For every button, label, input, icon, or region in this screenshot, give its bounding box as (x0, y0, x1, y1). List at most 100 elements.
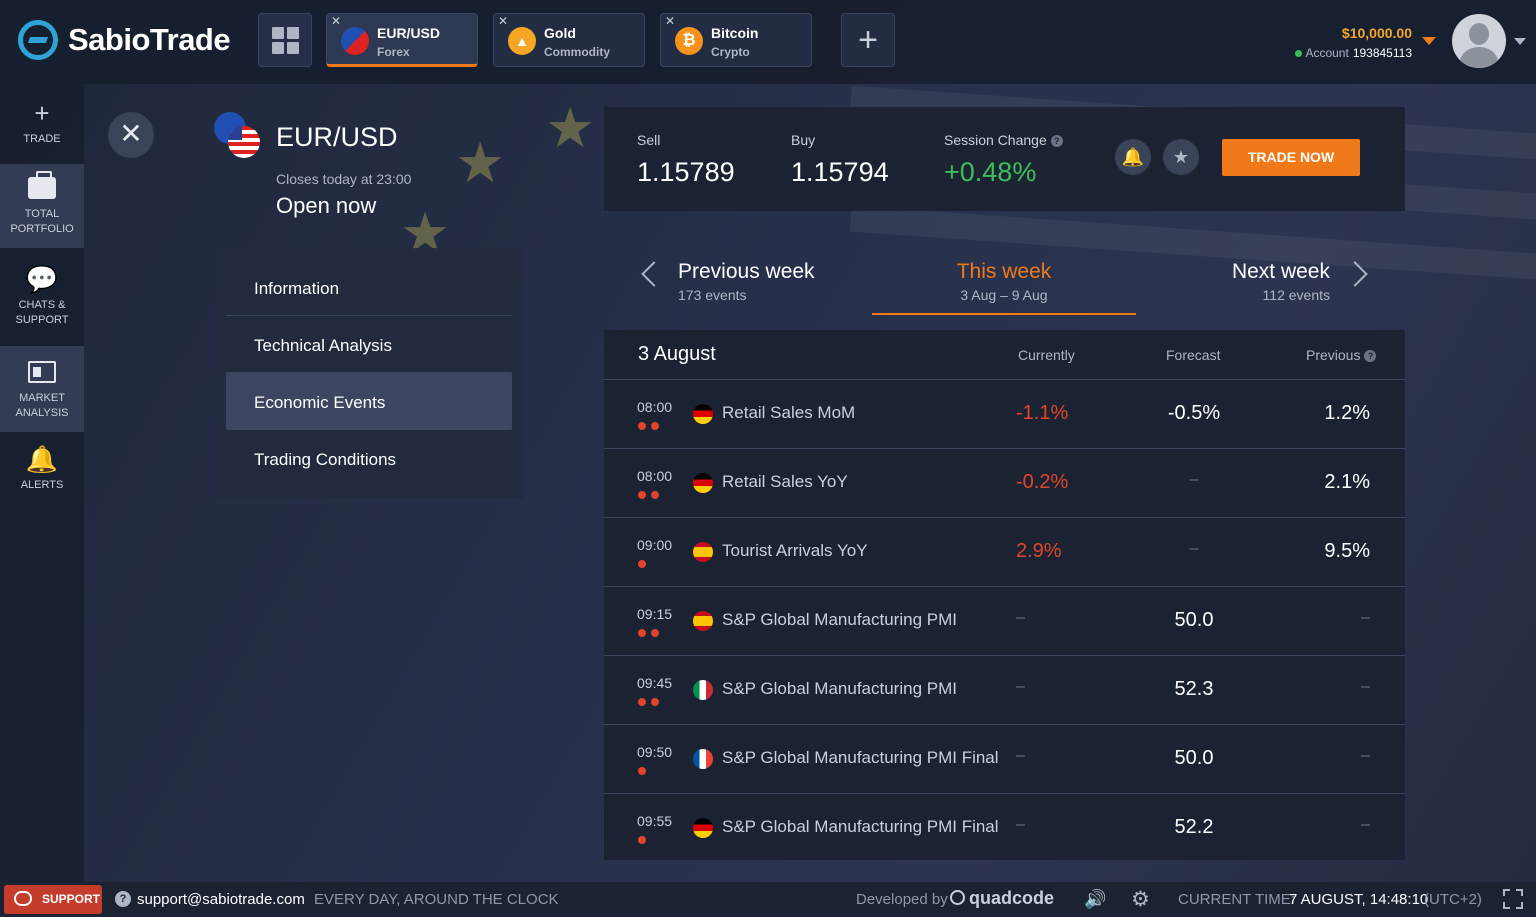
event-time: 08:00 (637, 399, 673, 415)
event-name: Retail Sales MoM (722, 403, 856, 422)
tab-name: EUR/USD (377, 25, 441, 41)
gold-icon: ▲ (508, 27, 536, 55)
grid-view-button[interactable] (258, 13, 312, 67)
star-icon: ★ (545, 96, 596, 159)
importance-dot (638, 422, 646, 430)
sound-icon[interactable]: 🔊 (1084, 889, 1107, 909)
sidebar-item-label: TRADE (23, 133, 61, 145)
account-balance[interactable]: $10,000.00 (1341, 25, 1412, 41)
sell-price: 1.15789 (637, 157, 735, 187)
importance-indicator (638, 836, 646, 844)
logo-icon (18, 20, 58, 60)
tab-name: Bitcoin (711, 25, 759, 41)
header-forecast: Forecast (1166, 347, 1221, 363)
price-panel: Sell 1.15789 Buy 1.15794 Session Change?… (604, 107, 1405, 211)
event-currently: -0.2% (1016, 471, 1069, 493)
logo[interactable]: SabioTrade (18, 20, 231, 60)
menu-item-economic-events[interactable]: Economic Events (226, 373, 512, 430)
support-button[interactable]: SUPPORT (4, 885, 102, 914)
closing-time: Closes today at 23:00 (276, 171, 412, 187)
briefcase-icon (28, 171, 56, 199)
close-panel-button[interactable]: ✕ (108, 112, 154, 158)
timezone: (UTC+2) (1424, 891, 1482, 908)
table-row[interactable]: 08:00 Retail Sales MoM -1.1% -0.5% 1.2% (604, 379, 1405, 448)
star-icon: ★ (1172, 147, 1190, 167)
close-icon[interactable]: ✕ (498, 14, 509, 28)
table-row[interactable]: 09:15 S&P Global Manufacturing PMI – 50.0 – (604, 586, 1405, 655)
event-time: 08:00 (637, 468, 673, 484)
top-bar: SabioTrade ✕ EUR/USD Forex ✕ ▲ Gold Comm… (0, 0, 1536, 84)
market-status: Open now (276, 193, 377, 218)
alert-bell-button[interactable]: 🔔 (1115, 139, 1151, 175)
table-row[interactable]: 09:55 S&P Global Manufacturing PMI Final –… (604, 793, 1405, 862)
menu-item-technical-analysis[interactable]: Technical Analysis (226, 316, 512, 373)
asset-tab-gold[interactable]: ✕ ▲ Gold Commodity (493, 13, 645, 67)
star-icon: ★ (455, 131, 506, 194)
importance-dot (638, 560, 646, 568)
event-time: 09:50 (637, 744, 673, 760)
table-row[interactable]: 09:50 S&P Global Manufacturing PMI Final –… (604, 724, 1405, 793)
event-name: Tourist Arrivals YoY (722, 541, 868, 560)
event-name: S&P Global Manufacturing PMI Final (722, 817, 999, 836)
status-bar: SUPPORT ? support@sabiotrade.com EVERY D… (0, 882, 1536, 917)
asset-tab-bitcoin[interactable]: ✕ ₿ Bitcoin Crypto (660, 13, 812, 67)
add-tab-button[interactable]: + (841, 13, 895, 67)
eur-usd-flag-icon (341, 27, 369, 55)
event-currently: – (1016, 678, 1025, 695)
table-row[interactable]: 08:00 Retail Sales YoY -0.2% – 2.1% (604, 448, 1405, 517)
importance-indicator (638, 629, 659, 637)
session-change-value: +0.48% (944, 157, 1037, 187)
avatar[interactable] (1452, 14, 1506, 68)
event-forecast: 52.3 (1174, 678, 1214, 700)
event-previous: – (1361, 678, 1370, 695)
sidebar-item-label: ALERTS (20, 479, 64, 491)
importance-indicator (638, 698, 659, 706)
menu-item-trading-conditions[interactable]: Trading Conditions (254, 450, 397, 469)
menu-item-information[interactable]: Information (226, 259, 512, 316)
gear-icon[interactable]: ⚙ (1131, 888, 1150, 911)
event-previous: 9.5% (1324, 540, 1370, 562)
this-week-title[interactable]: This week (956, 260, 1052, 283)
next-week-count: 112 events (1262, 287, 1330, 303)
table-row[interactable]: 09:00 Tourist Arrivals YoY 2.9% – 9.5% (604, 517, 1405, 586)
next-week-title[interactable]: Next week (1231, 260, 1330, 283)
event-currently: – (1016, 747, 1025, 764)
previous-week-title[interactable]: Previous week (678, 260, 815, 283)
economic-events-table: 3 August Currently Forecast Previous? 08… (604, 330, 1405, 860)
developer-name: quadcode (969, 888, 1055, 908)
event-previous: 2.1% (1324, 471, 1370, 493)
help-icon[interactable]: ? (1364, 350, 1377, 362)
importance-dot (651, 491, 659, 499)
event-previous: – (1361, 816, 1370, 833)
account-info: Account 193845113 (1295, 46, 1412, 60)
importance-indicator (638, 767, 646, 775)
event-currently: -1.1% (1016, 402, 1069, 424)
this-week-range: 3 Aug – 9 Aug (960, 287, 1048, 303)
sidebar-item-alerts[interactable]: 🔔 ALERTS (0, 444, 84, 514)
chevron-down-icon[interactable] (1514, 38, 1526, 45)
table-row[interactable]: 09:45 S&P Global Manufacturing PMI – 52.3 – (604, 655, 1405, 724)
event-forecast: – (1189, 471, 1199, 488)
header-previous: Previous? (1306, 347, 1377, 363)
sidebar-item-trade[interactable]: + TRADE (0, 98, 84, 170)
asset-tab-eurusd[interactable]: ✕ EUR/USD Forex (326, 13, 478, 67)
support-email[interactable]: support@sabiotrade.com (137, 891, 305, 908)
favorite-button[interactable]: ★ (1163, 139, 1199, 175)
country-flag-icon (693, 404, 713, 424)
trade-now-button[interactable]: TRADE NOW (1222, 139, 1360, 176)
sidebar-item-market-analysis[interactable]: MARKET ANALYSIS (0, 346, 84, 432)
developer-logo: quadcode (950, 888, 1054, 909)
sidebar-item-total-portfolio[interactable]: TOTAL PORTFOLIO (0, 164, 84, 248)
close-icon[interactable]: ✕ (665, 14, 676, 28)
fullscreen-icon[interactable] (1503, 889, 1523, 909)
chevron-down-icon[interactable] (1422, 37, 1436, 45)
event-forecast: 52.2 (1174, 816, 1214, 838)
event-time: 09:00 (637, 537, 673, 553)
importance-indicator (638, 560, 646, 568)
help-icon[interactable]: ? (1050, 135, 1063, 147)
close-icon[interactable]: ✕ (331, 14, 342, 28)
help-icon: ? (115, 891, 131, 907)
importance-dot (651, 422, 659, 430)
event-forecast: 50.0 (1174, 747, 1214, 769)
sidebar-item-chats-support[interactable]: 💬 CHATS & SUPPORT (0, 254, 84, 338)
